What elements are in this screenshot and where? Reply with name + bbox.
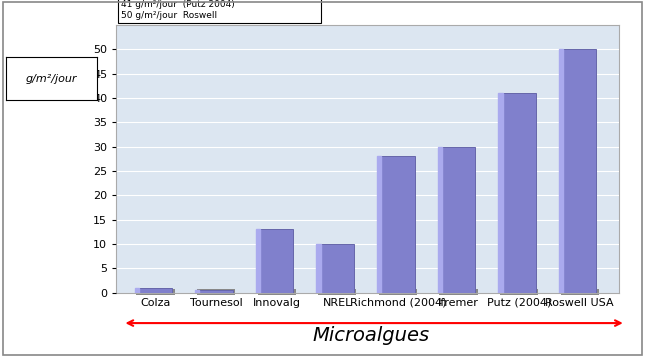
Text: g/m²/jour: g/m²/jour bbox=[26, 74, 77, 84]
Text: 0.9 g/m²/jour  Colza
0.6 g/m²/jour  Tournesol
13 g/m²/jour  Innovalg (Société pr: 0.9 g/m²/jour Colza 0.6 g/m²/jour Tourne… bbox=[121, 0, 318, 20]
Bar bbox=[377, 156, 381, 293]
Bar bbox=[139, 288, 172, 293]
Bar bbox=[257, 289, 296, 295]
Bar bbox=[199, 290, 233, 293]
Bar bbox=[136, 289, 175, 295]
Bar bbox=[379, 289, 417, 295]
Bar bbox=[381, 156, 415, 293]
Bar bbox=[318, 289, 357, 295]
Bar bbox=[563, 49, 597, 293]
Bar bbox=[256, 230, 260, 293]
Text: Microalgues: Microalgues bbox=[312, 326, 430, 345]
Bar bbox=[321, 244, 354, 293]
Bar bbox=[442, 147, 475, 293]
Bar bbox=[197, 289, 235, 295]
Bar bbox=[561, 289, 599, 295]
Bar bbox=[559, 49, 563, 293]
Bar bbox=[135, 288, 139, 293]
Bar bbox=[499, 93, 502, 293]
Bar bbox=[317, 244, 321, 293]
Bar bbox=[439, 289, 478, 295]
Bar bbox=[260, 230, 293, 293]
Bar bbox=[195, 290, 199, 293]
Bar bbox=[500, 289, 539, 295]
Bar bbox=[502, 93, 536, 293]
Bar bbox=[438, 147, 442, 293]
